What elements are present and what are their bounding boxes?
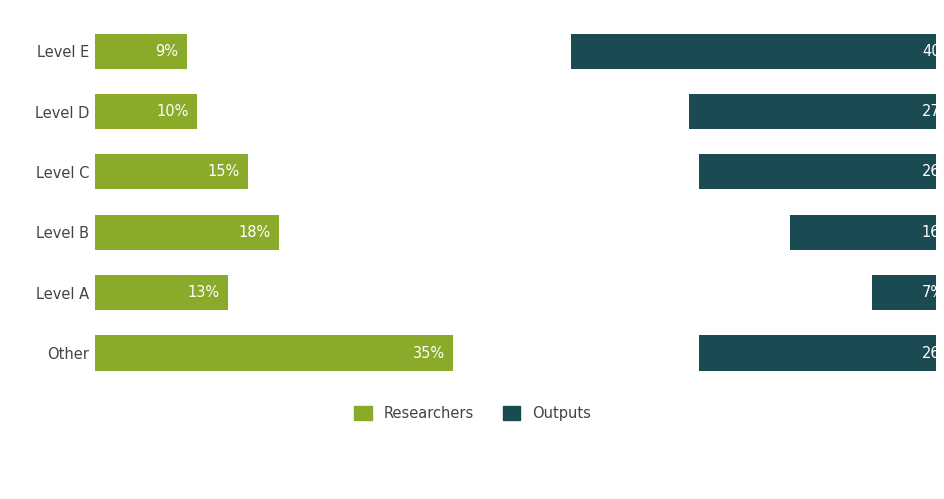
Bar [94,335,453,371]
Bar [870,275,935,310]
Legend: Researchers, Outputs: Researchers, Outputs [348,400,596,427]
Bar [94,154,248,190]
Bar [689,94,935,129]
Text: 18%: 18% [239,225,271,240]
Text: 9%: 9% [156,44,178,59]
Bar [698,335,935,371]
Text: 40%: 40% [921,44,944,59]
Bar [789,215,935,250]
Text: 7%: 7% [921,285,944,300]
Bar [94,34,187,69]
Text: 26%: 26% [921,164,944,180]
Bar [94,94,197,129]
Bar [570,34,935,69]
Text: 15%: 15% [208,164,240,180]
Text: 26%: 26% [921,345,944,360]
Text: 27%: 27% [921,104,944,119]
Text: 10%: 10% [157,104,189,119]
Bar [698,154,935,190]
Text: 35%: 35% [413,345,445,360]
Bar [94,215,278,250]
Text: 16%: 16% [921,225,944,240]
Text: 13%: 13% [187,285,219,300]
Bar [94,275,228,310]
